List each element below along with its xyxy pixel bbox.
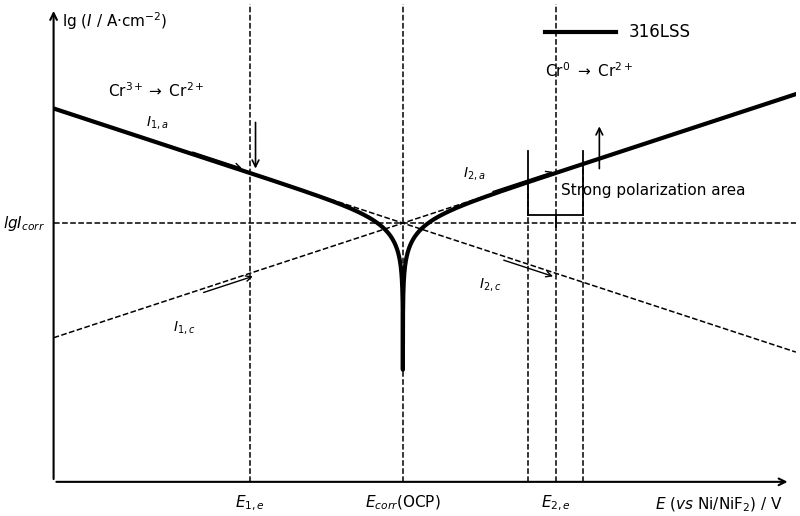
- Text: $E$ ($vs$ Ni/NiF$_2$) / V: $E$ ($vs$ Ni/NiF$_2$) / V: [654, 496, 782, 514]
- Text: $I_{2,a}$: $I_{2,a}$: [462, 165, 485, 182]
- Text: $I_{1,c}$: $I_{1,c}$: [174, 319, 196, 335]
- Text: $E_{1,e}$: $E_{1,e}$: [235, 494, 265, 513]
- Text: Strong polarization area: Strong polarization area: [561, 183, 746, 198]
- Text: Cr$^{3+}$$\rightarrow$ Cr$^{2+}$: Cr$^{3+}$$\rightarrow$ Cr$^{2+}$: [108, 81, 205, 100]
- Text: $E_{2,e}$: $E_{2,e}$: [541, 494, 570, 513]
- Text: $I_{2,c}$: $I_{2,c}$: [479, 276, 502, 293]
- Text: lg ($I$ / A·cm$^{-2}$): lg ($I$ / A·cm$^{-2}$): [62, 10, 168, 32]
- Text: $E_{corr}$(OCP): $E_{corr}$(OCP): [365, 494, 441, 512]
- Text: $I_{1,a}$: $I_{1,a}$: [146, 114, 169, 131]
- Text: Cr$^{0}$ $\rightarrow$ Cr$^{2+}$: Cr$^{0}$ $\rightarrow$ Cr$^{2+}$: [545, 61, 634, 80]
- Text: 316LSS: 316LSS: [629, 23, 691, 41]
- Text: lg$I_{corr}$: lg$I_{corr}$: [2, 214, 45, 233]
